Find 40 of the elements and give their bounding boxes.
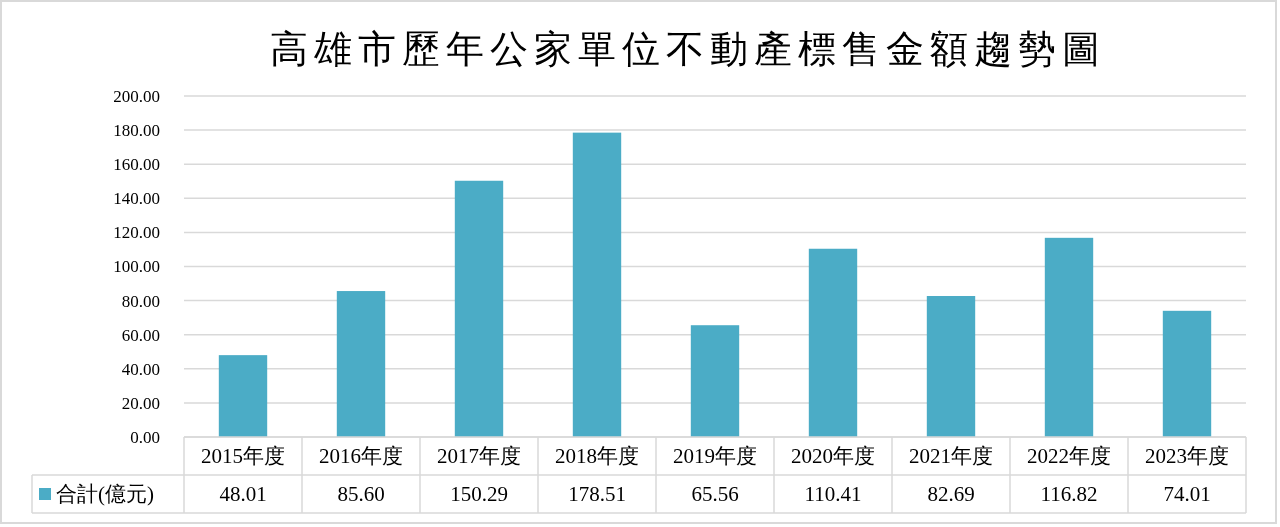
bar (808, 248, 858, 437)
y-tick-label: 140.00 (113, 189, 160, 209)
y-tick-label: 100.00 (113, 257, 160, 277)
x-tick-label: 2018年度 (555, 444, 639, 469)
y-tick-label: 60.00 (121, 325, 160, 345)
y-tick-label: 120.00 (113, 223, 160, 243)
y-tick-label: 20.00 (121, 393, 160, 413)
y-tick-label: 160.00 (113, 155, 160, 175)
bar (1044, 237, 1094, 437)
bar (690, 325, 740, 437)
bar (454, 180, 504, 437)
bar (218, 355, 268, 437)
x-tick-label: 2020年度 (791, 444, 875, 469)
x-tick-label: 2016年度 (319, 444, 403, 469)
x-tick-label: 2019年度 (673, 444, 757, 469)
y-tick-label: 40.00 (121, 359, 160, 379)
bar (1162, 310, 1212, 437)
data-label: 178.51 (568, 482, 626, 507)
y-tick-label: 200.00 (113, 86, 160, 106)
x-tick-label: 2022年度 (1027, 444, 1111, 469)
y-tick-label: 180.00 (113, 121, 160, 141)
chart-title: 高雄市歷年公家單位不動產標售金額趨勢圖 (270, 28, 1106, 70)
data-label: 82.69 (927, 482, 975, 507)
bar (572, 132, 622, 437)
data-label: 110.41 (804, 482, 862, 507)
data-label: 48.01 (219, 482, 267, 507)
bar (336, 291, 386, 437)
data-label: 65.56 (691, 482, 739, 507)
x-tick-label: 2021年度 (909, 444, 993, 469)
x-tick-label: 2015年度 (201, 444, 285, 469)
y-tick-label: 80.00 (121, 291, 160, 311)
legend-label: 合計(億元) (56, 482, 154, 507)
y-tick-label: 0.00 (130, 427, 160, 447)
data-label: 116.82 (1040, 482, 1098, 507)
x-tick-label: 2023年度 (1145, 444, 1229, 469)
x-tick-label: 2017年度 (437, 444, 521, 469)
bar (926, 296, 976, 437)
data-label: 150.29 (450, 482, 508, 507)
data-label: 85.60 (337, 482, 385, 507)
data-label: 74.01 (1163, 482, 1211, 507)
